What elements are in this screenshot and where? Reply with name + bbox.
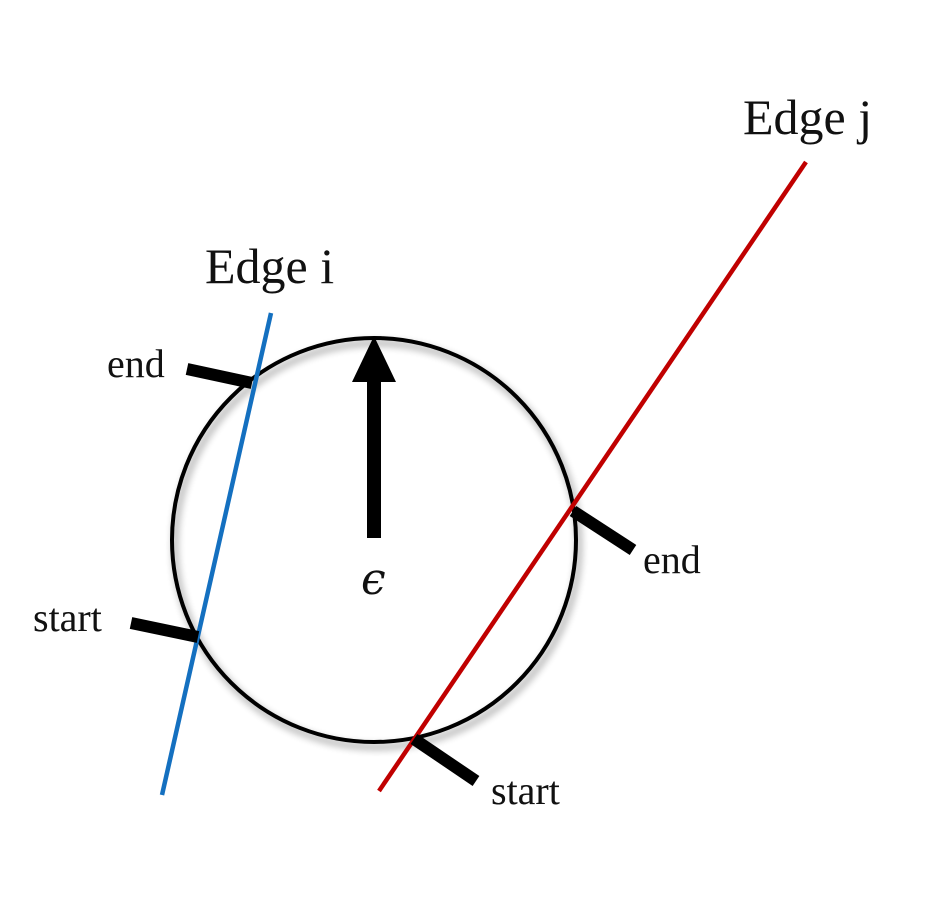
edge-i-end-label: end bbox=[107, 341, 165, 386]
epsilon-label: ϵ bbox=[361, 554, 386, 605]
edge-i-end-marker bbox=[185, 363, 254, 389]
edge-j-end-marker bbox=[569, 505, 637, 556]
edge-j-end-label: end bbox=[643, 537, 701, 582]
edge-j-start-label: start bbox=[491, 768, 560, 813]
edge-i-label: Edge i bbox=[205, 238, 334, 294]
edge-i-start-label: start bbox=[33, 595, 102, 640]
edge-i-start-marker bbox=[129, 617, 200, 643]
edge-j-start-marker bbox=[410, 734, 480, 786]
edge-j-label: Edge j bbox=[743, 89, 872, 145]
edge-i-line bbox=[159, 312, 274, 796]
radius-arrow-head bbox=[352, 336, 396, 382]
edge-j-line bbox=[377, 160, 808, 793]
